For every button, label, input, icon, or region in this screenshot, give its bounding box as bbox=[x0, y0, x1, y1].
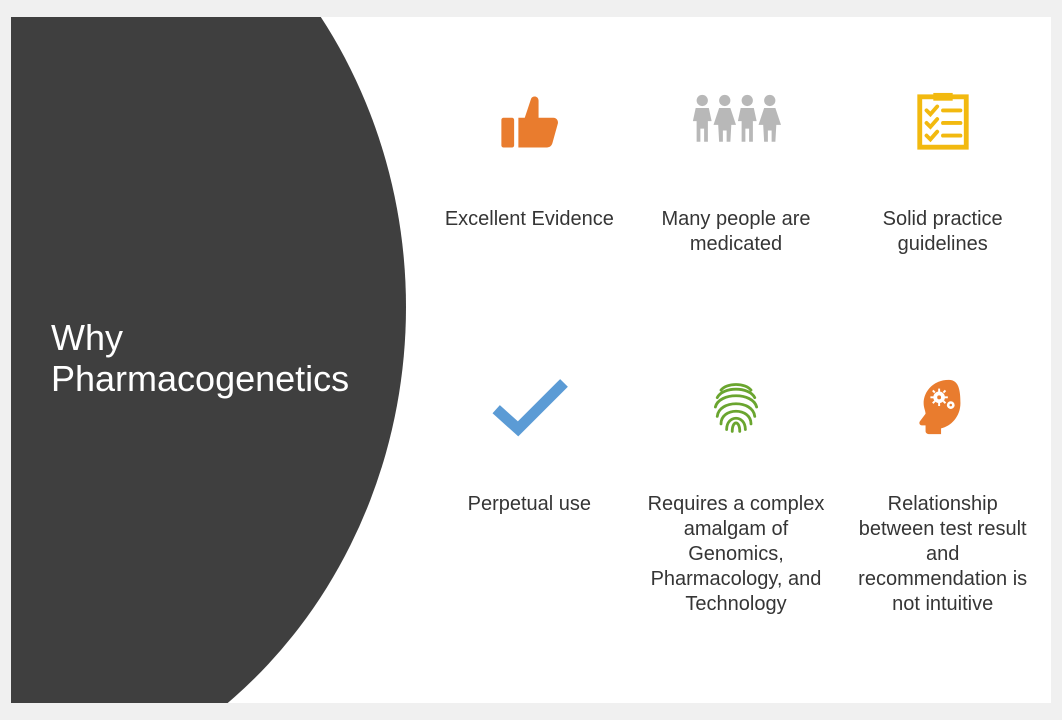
head-gears-icon bbox=[850, 362, 1035, 452]
title-line-1: Why bbox=[51, 317, 381, 358]
card-grid: Excellent Evidence bbox=[431, 77, 1041, 617]
card-label: Many people are medicated bbox=[644, 207, 829, 257]
card-amalgam: Requires a complex amalgam of Genomics, … bbox=[638, 362, 835, 617]
slide-title: Why Pharmacogenetics bbox=[51, 317, 381, 400]
slide: Why Pharmacogenetics Excellent Evidence bbox=[11, 17, 1051, 703]
card-label: Perpetual use bbox=[468, 492, 591, 517]
card-evidence: Excellent Evidence bbox=[431, 77, 628, 257]
fingerprint-icon bbox=[644, 362, 829, 452]
card-label: Relationship between test result and rec… bbox=[850, 492, 1035, 617]
thumbs-up-icon bbox=[437, 77, 622, 167]
checklist-icon bbox=[850, 77, 1035, 167]
card-perpetual: Perpetual use bbox=[431, 362, 628, 617]
people-icon bbox=[644, 77, 829, 167]
card-people: Many people are medicated bbox=[638, 77, 835, 257]
title-line-2: Pharmacogenetics bbox=[51, 358, 381, 399]
card-label: Excellent Evidence bbox=[445, 207, 614, 232]
card-guidelines: Solid practice guidelines bbox=[844, 77, 1041, 257]
card-label: Solid practice guidelines bbox=[850, 207, 1035, 257]
check-icon bbox=[437, 362, 622, 452]
card-label: Requires a complex amalgam of Genomics, … bbox=[644, 492, 829, 617]
card-intuitive: Relationship between test result and rec… bbox=[844, 362, 1041, 617]
